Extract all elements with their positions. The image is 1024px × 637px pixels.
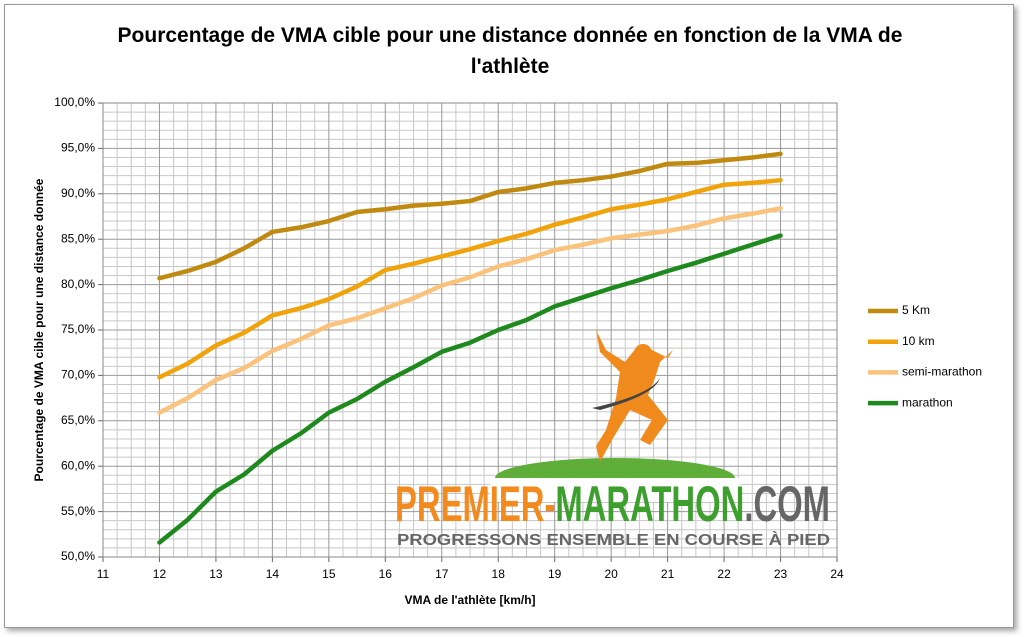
- logo-tagline: PROGRESSONS ENSEMBLE EN COURSE À PIED: [397, 530, 830, 549]
- x-tick-label: 21: [661, 567, 675, 581]
- x-tick-label: 12: [153, 567, 167, 581]
- logo-name-part: PREMIER-: [395, 476, 555, 532]
- x-tick-label: 15: [322, 567, 336, 581]
- y-tick-label: 60,0%: [61, 458, 95, 472]
- series-line: [157, 177, 783, 380]
- y-tick-label: 90,0%: [61, 186, 95, 200]
- logo-name-part: MARATHON: [555, 476, 744, 532]
- chart-frame: [4, 4, 1014, 628]
- x-tick-label: 17: [435, 567, 449, 581]
- y-tick-label: 50,0%: [61, 549, 95, 563]
- y-tick-label: 55,0%: [61, 504, 95, 518]
- logo-name-part: .COM: [744, 476, 830, 532]
- legend-label: 5 Km: [902, 303, 930, 317]
- logo-swoosh: [592, 378, 660, 410]
- y-tick-label: 70,0%: [61, 368, 95, 382]
- legend-label: semi-marathon: [902, 365, 982, 379]
- legend-label: marathon: [902, 395, 953, 409]
- series-line: [157, 151, 783, 281]
- logo-name: PREMIER-MARATHON.COM: [395, 476, 830, 532]
- chart-title: Pourcentage de VMA cible pour une distan…: [117, 24, 903, 78]
- legend-label: 10 km: [902, 334, 935, 348]
- x-tick-label: 19: [548, 567, 562, 581]
- x-tick-label: 24: [830, 567, 844, 581]
- x-tick-label: 23: [774, 567, 788, 581]
- x-tick-label: 11: [97, 567, 110, 581]
- series-line: [157, 206, 783, 415]
- y-tick-label: 80,0%: [61, 277, 95, 291]
- y-tick-label: 100,0%: [54, 95, 95, 109]
- y-tick-label: 95,0%: [61, 141, 95, 155]
- y-tick-label: 75,0%: [61, 322, 95, 336]
- x-tick-label: 13: [209, 567, 223, 581]
- y-axis-label: Pourcentage de VMA cible pour une distan…: [32, 178, 46, 481]
- logo-runner-head: [634, 344, 652, 362]
- plot-border: [102, 102, 838, 558]
- series-line: [157, 233, 783, 545]
- x-tick-label: 14: [266, 567, 280, 581]
- x-tick-label: 16: [379, 567, 393, 581]
- x-tick-label: 20: [604, 567, 618, 581]
- y-tick-label: 65,0%: [61, 413, 95, 427]
- x-tick-label: 22: [717, 567, 731, 581]
- logo: PREMIER-MARATHON.COM PROGRESSONS ENSEMBL…: [395, 330, 830, 549]
- y-tick-label: 85,0%: [61, 231, 95, 245]
- x-axis-label: VMA de l'athlète [km/h]: [404, 593, 535, 607]
- logo-hill-mask: [490, 478, 740, 502]
- x-tick-label: 18: [492, 567, 506, 581]
